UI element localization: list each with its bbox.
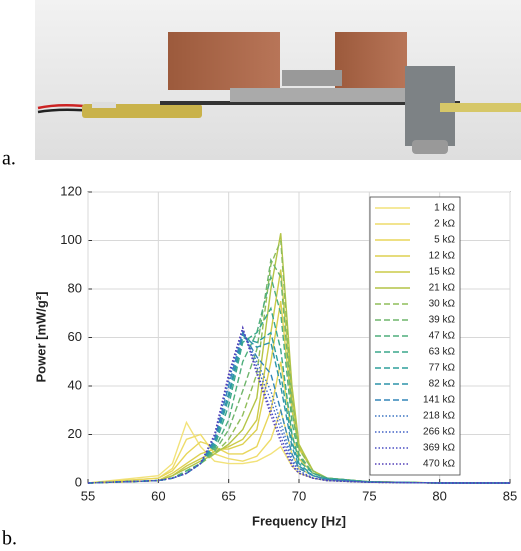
- y-tick-label: 60: [68, 329, 82, 344]
- legend-label: 77 kΩ: [429, 363, 456, 374]
- legend-label: 2 kΩ: [434, 219, 455, 230]
- x-tick-label: 80: [432, 488, 446, 503]
- panel-label-a: a.: [2, 148, 16, 170]
- legend-label: 470 kΩ: [423, 459, 455, 470]
- legend-label: 5 kΩ: [434, 235, 455, 246]
- legend-label: 47 kΩ: [429, 331, 456, 342]
- legend-label: 30 kΩ: [429, 299, 456, 310]
- x-tick-label: 70: [292, 488, 306, 503]
- y-tick-label: 120: [60, 183, 82, 198]
- photo: [35, 0, 521, 160]
- legend-label: 369 kΩ: [423, 443, 455, 454]
- legend-label: 141 kΩ: [423, 395, 455, 406]
- y-tick-label: 40: [68, 377, 82, 392]
- series-line: [87, 330, 510, 484]
- y-tick-label: 0: [75, 474, 82, 489]
- legend-label: 82 kΩ: [429, 379, 456, 390]
- legend-label: 21 kΩ: [429, 283, 456, 294]
- legend-label: 1 kΩ: [434, 203, 455, 214]
- series-line: [87, 331, 510, 484]
- y-tick-label: 20: [68, 426, 82, 441]
- x-tick-label: 65: [221, 488, 235, 503]
- x-tick-label: 55: [81, 488, 95, 503]
- series-line: [87, 240, 510, 484]
- legend-label: 63 kΩ: [429, 347, 456, 358]
- legend-label: 39 kΩ: [429, 315, 456, 326]
- series-line: [87, 325, 510, 484]
- x-tick-label: 85: [503, 488, 517, 503]
- y-axis-label: Power [mW/g²]: [33, 292, 48, 383]
- legend-label: 266 kΩ: [423, 427, 455, 438]
- series-line: [87, 306, 510, 484]
- x-tick-label: 60: [151, 488, 165, 503]
- panel-label-b: b.: [2, 528, 17, 550]
- x-axis-label: Frequency [Hz]: [252, 513, 346, 528]
- y-tick-label: 80: [68, 280, 82, 295]
- legend-label: 12 kΩ: [429, 251, 456, 262]
- legend-label: 15 kΩ: [429, 267, 456, 278]
- x-tick-label: 75: [362, 488, 376, 503]
- y-tick-label: 100: [60, 232, 82, 247]
- legend-label: 218 kΩ: [423, 411, 455, 422]
